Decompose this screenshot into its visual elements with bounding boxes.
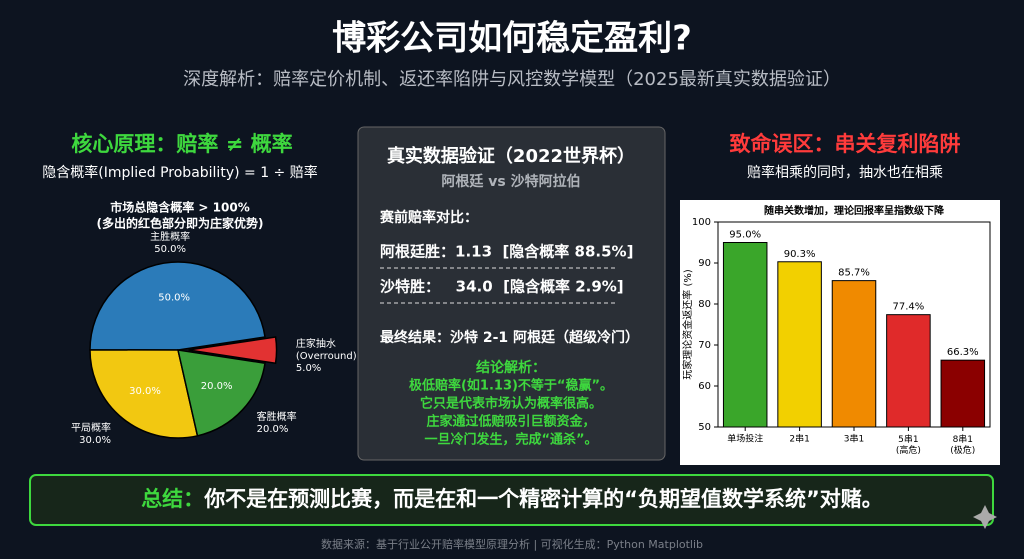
odds-line: 沙特胜： 34.0 [隐含概率 2.9%] bbox=[380, 278, 624, 296]
bar bbox=[940, 359, 986, 428]
slice-label: 庄家抽水(Overround) bbox=[296, 337, 357, 362]
title: 博彩公司如何稳定盈利? bbox=[332, 19, 692, 59]
y-axis-label: 玩家理论资金返还率 (%) bbox=[681, 269, 694, 380]
conclusion-heading: 结论解析： bbox=[476, 359, 546, 376]
x-tick-label: 5串1 (高危) bbox=[896, 434, 921, 456]
x-tick-label: 3串1 bbox=[844, 434, 864, 445]
pie-title: 市场总隐含概率 > 100% bbox=[110, 200, 249, 215]
sparkle-icon bbox=[973, 505, 997, 529]
conclusion-line: 它只是代表市场认为概率很高。 bbox=[420, 396, 602, 412]
y-tick-label: 60 bbox=[698, 381, 711, 392]
right-heading: 致命误区：串关复利陷阱 bbox=[730, 132, 961, 156]
bar-value-label: 66.3% bbox=[947, 347, 979, 358]
y-tick-label: 70 bbox=[698, 340, 711, 351]
slice-label: 客胜概率 bbox=[257, 410, 297, 423]
y-tick-label: 90 bbox=[698, 258, 711, 269]
source: 数据来源：基于行业公开赔率模型原理分析 | 可视化生成：Python Matpl… bbox=[321, 537, 703, 551]
conclusion-line: 一旦冷门发生，完成“通杀”。 bbox=[424, 432, 597, 448]
conclusion-line: 庄家通过低赔吸引巨额资金， bbox=[426, 414, 595, 430]
y-tick-label: 100 bbox=[692, 217, 711, 228]
x-tick-label: 单场投注 bbox=[727, 433, 763, 445]
summary-label: 总结： bbox=[141, 487, 204, 511]
bar bbox=[886, 314, 931, 428]
summary-text: 你不是在预测比赛，而是在和一个精密计算的“负期望值数学系统”对赌。 bbox=[203, 487, 883, 511]
formula: 隐含概率(Implied Probability) = 1 ÷ 赔率 bbox=[42, 164, 317, 181]
result: 最终结果：沙特 2-1 阿根廷（超级冷门） bbox=[380, 329, 639, 346]
slice-label: 主胜概率 bbox=[150, 230, 190, 243]
slice-inner-label: 30.0% bbox=[129, 386, 161, 397]
pie-slice bbox=[89, 261, 266, 351]
bar bbox=[831, 280, 877, 428]
slice-value-label: 30.0% bbox=[79, 435, 111, 446]
bar-value-label: 77.4% bbox=[893, 302, 925, 313]
pie-slice bbox=[188, 336, 278, 365]
case-panel bbox=[357, 126, 666, 461]
slice-value-label: 5.0% bbox=[296, 363, 321, 374]
x-tick-label: 2串1 bbox=[789, 434, 809, 445]
odds-line: 阿根廷胜：1.13 [隐含概率 88.5%] bbox=[380, 243, 633, 261]
bar-title: 随串关数增加，理论回报率呈指数级下降 bbox=[764, 204, 945, 217]
bar bbox=[777, 261, 822, 428]
summary: 总结：你不是在预测比赛，而是在和一个精密计算的“负期望值数学系统”对赌。 bbox=[141, 487, 883, 511]
pie-subtitle: (多出的红色部分即为庄家优势) bbox=[97, 216, 264, 231]
match: 阿根廷 vs 沙特阿拉伯 bbox=[441, 173, 580, 190]
slice-value-label: 20.0% bbox=[257, 424, 289, 435]
left-heading: 核心原理：赔率 ≠ 概率 bbox=[71, 132, 292, 156]
pie-slice bbox=[177, 349, 266, 437]
y-tick-label: 80 bbox=[698, 299, 711, 310]
conclusion-line: 极低赔率(如1.13)不等于“稳赢”。 bbox=[409, 378, 613, 394]
odds-heading: 赛前赔率对比： bbox=[379, 209, 478, 226]
slice-inner-label: 20.0% bbox=[201, 381, 233, 392]
bar-value-label: 95.0% bbox=[729, 230, 761, 241]
subtitle: 深度解析：赔率定价机制、返还率陷阱与风控数学模型（2025最新真实数据验证） bbox=[183, 69, 841, 90]
x-tick-label: 8串1 (极危) bbox=[950, 434, 975, 456]
slice-value-label: 50.0% bbox=[154, 244, 186, 255]
pie-slice bbox=[89, 349, 199, 439]
summary-box bbox=[29, 474, 994, 526]
bar-value-label: 85.7% bbox=[838, 268, 870, 279]
case-title: 真实数据验证（2022世界杯） bbox=[387, 145, 635, 167]
right-note: 赔率相乘的同时，抽水也在相乘 bbox=[747, 164, 943, 181]
bar bbox=[722, 242, 768, 428]
y-tick-label: 50 bbox=[698, 422, 711, 433]
plot-frame bbox=[717, 221, 991, 428]
bar-value-label: 90.3% bbox=[784, 249, 816, 260]
slice-label: 平局概率 bbox=[71, 421, 111, 434]
slice-inner-label: 50.0% bbox=[158, 292, 190, 303]
